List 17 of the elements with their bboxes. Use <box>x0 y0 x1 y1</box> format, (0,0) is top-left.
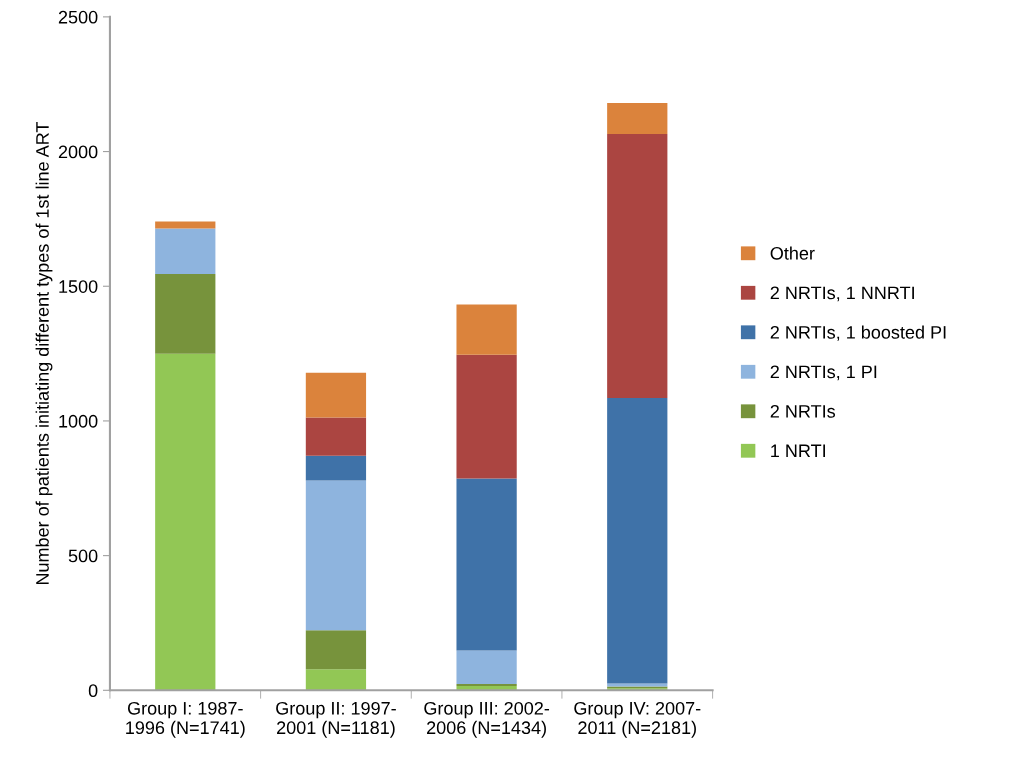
legend-label: 2 NRTIs <box>770 404 836 418</box>
x-tick-label: Group IV: 2007- 2011 (N=2181) <box>574 701 701 738</box>
x-tick-label: Group II: 1997- 2001 (N=1181) <box>276 701 396 738</box>
y-tick-label: 500 <box>68 549 98 563</box>
y-tick-label: 2500 <box>58 10 98 24</box>
y-tick-label: 2000 <box>58 145 98 159</box>
y-tick-label: 0 <box>88 684 98 698</box>
y-tick-label: 1000 <box>59 414 98 428</box>
y-tick-label: 1500 <box>59 280 98 293</box>
legend-label: 1 NRTI <box>771 444 825 458</box>
x-tick-label: Group III: 2002- 2006 (N=1434) <box>424 701 550 738</box>
y-axis-title: Number of patients initiating different types of 1st line ART <box>35 121 53 585</box>
legend-label: 2 NRTIs, 1 PI <box>770 365 877 381</box>
legend-label: Other <box>770 246 815 260</box>
legend-label: 2 NRTIs, 1 NNRTI <box>770 286 914 302</box>
x-tick-label: Group I: 1987- 1996 (N=1741) <box>126 701 245 738</box>
legend-label: 2 NRTIs, 1 boosted PI <box>770 325 946 341</box>
